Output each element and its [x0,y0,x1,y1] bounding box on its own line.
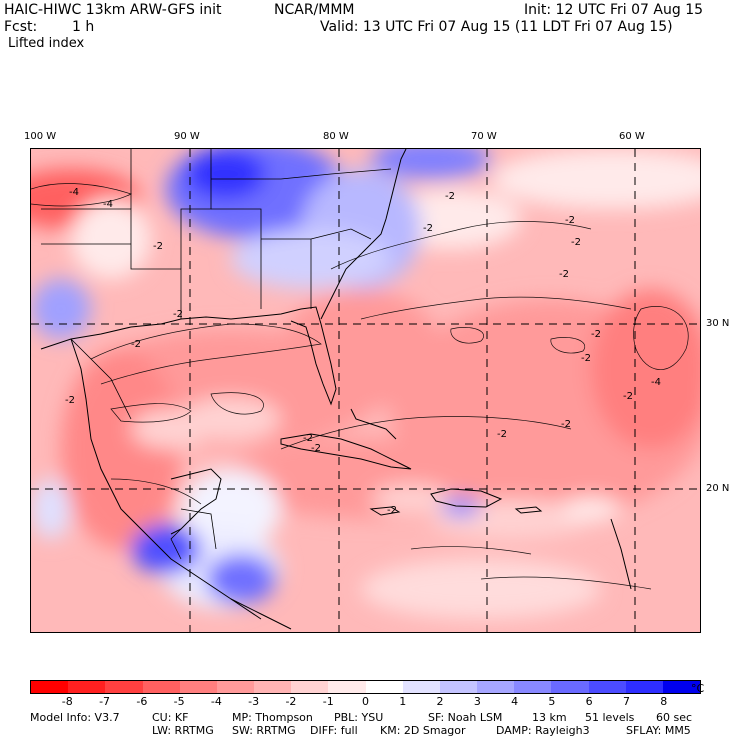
contour-label: -4 [651,377,661,388]
pbl-scheme: PBL: YSU [334,711,384,724]
colorbar-tick-label: 5 [548,695,556,708]
colorbar-tick-label: -6 [136,695,148,708]
colorbar-tick-label: 1 [399,695,407,708]
contour-label: -2 [571,237,581,248]
contour-label: -2 [445,191,455,202]
colorbar [30,680,701,694]
contour-label: -2 [153,241,163,252]
graticule [31,149,700,632]
contour-label: -2 [131,339,141,350]
colorbar-swatch [179,681,217,693]
time-step: 60 sec [656,711,693,724]
colorbar-swatch [662,681,701,693]
eddy-coefficient: KM: 2D Smagor [380,724,466,737]
contour-label: -2 [591,329,601,340]
colorbar-swatch [142,681,180,693]
colorbar-tick-label: 2 [436,695,444,708]
colorbar-swatch [31,681,69,693]
lat-label-30n: 30 N [706,318,730,329]
grid-spacing: 13 km [532,711,567,724]
contour-label: -2 [303,433,313,444]
colorbar-tick-label: 3 [473,695,481,708]
lon-label-100w: 100 W [24,131,57,142]
colorbar-swatch [254,681,292,693]
contours [31,183,689,590]
contour-label: -2 [565,215,575,226]
contour-labels: -4 -4 -2 -2 -2 -2 -2 -2 -2 -2 -2 -2 -2 -… [65,187,661,516]
valid-time: Valid: 13 UTC Fri 07 Aug 15 (11 LDT Fri … [320,19,673,35]
lon-label-80w: 80 W [323,131,349,142]
contour-label: -2 [581,353,591,364]
colorbar-swatch [588,681,626,693]
contour-label: -2 [173,309,183,320]
contour-label: -2 [559,269,569,280]
damping-setting: DAMP: Rayleigh3 [496,724,590,737]
contour-label: -2 [65,395,75,406]
colorbar-swatch [439,681,478,693]
init-time: Init: 12 UTC Fri 07 Aug 15 [524,2,704,18]
contour-label: -2 [561,419,571,430]
vertical-levels: 51 levels [585,711,635,724]
microphysics-scheme: MP: Thompson [232,711,313,724]
lifted-index-map: -4 -4 -2 -2 -2 -2 -2 -2 -2 -2 -2 -2 -2 -… [30,148,701,633]
contour-label: -2 [497,429,507,440]
lon-label-60w: 60 W [619,131,645,142]
colorbar-tick-label: -2 [285,695,297,708]
colorbar-tick-label: 4 [511,695,519,708]
colorbar-swatch [514,681,552,693]
forecast-label: Fcst: [4,19,38,35]
colorbar-swatch [328,681,366,693]
surface-scheme: SF: Noah LSM [428,711,503,724]
colorbar-swatch [291,681,329,693]
contour-label: -2 [387,505,397,516]
colorbar-swatch [402,681,440,693]
colorbar-swatch [68,681,106,693]
contour-label: -2 [311,443,321,454]
model-title: HAIC-HIWC 13km ARW-GFS init [4,2,222,18]
coastlines [40,149,632,630]
lat-label-20n: 20 N [706,483,730,494]
colorbar-swatch [625,681,663,693]
forecast-hour: 1 h [72,19,95,35]
colorbar-tick-label: 7 [622,695,630,708]
shortwave-scheme: SW: RRTMG [232,724,296,737]
colorbar-tick-label: -7 [99,695,111,708]
org-label: NCAR/MMM [274,2,355,18]
colorbar-tick-label: -8 [61,695,73,708]
colorbar-tick-label: 6 [585,695,593,708]
lon-label-90w: 90 W [174,131,200,142]
surface-layer: SFLAY: MM5 [626,724,691,737]
colorbar-tick-label: 8 [660,695,668,708]
colorbar-tick-label: -1 [322,695,334,708]
colorbar-swatch [551,681,589,693]
map-canvas: -4 -4 -2 -2 -2 -2 -2 -2 -2 -2 -2 -2 -2 -… [31,149,700,632]
cumulus-scheme: CU: KF [152,711,189,724]
model-info: Model Info: V3.7 [30,711,120,724]
colorbar-tick-label: -4 [210,695,222,708]
contour-label: -2 [623,391,633,402]
field-name: Lifted index [8,36,85,51]
colorbar-tick-label: -3 [248,695,260,708]
contour-label: -4 [69,187,79,198]
longwave-scheme: LW: RRTMG [152,724,214,737]
diffusion-setting: DIFF: full [310,724,358,737]
colorbar-swatch [477,681,515,693]
contour-label: -2 [423,223,433,234]
colorbar-swatch [216,681,255,693]
contour-label: -4 [103,199,113,210]
lon-label-70w: 70 W [471,131,497,142]
colorbar-tick-label: 0 [362,695,369,708]
colorbar-tick-label: -5 [173,695,185,708]
colorbar-unit: °C [691,682,705,695]
colorbar-swatch [105,681,143,693]
colorbar-swatch [365,681,403,693]
borders [41,149,392,560]
